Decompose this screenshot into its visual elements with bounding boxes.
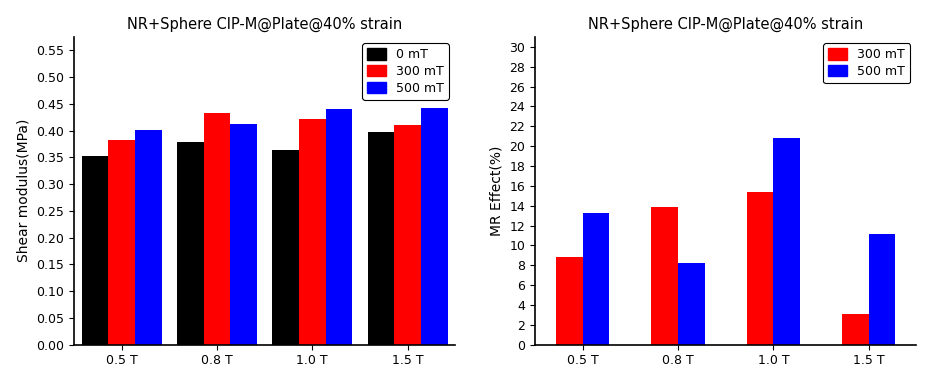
Bar — [556, 257, 583, 344]
Bar — [583, 213, 609, 344]
Bar — [869, 235, 896, 344]
Y-axis label: Shear modulus(MPa): Shear modulus(MPa) — [17, 119, 31, 263]
Bar — [746, 192, 773, 344]
Bar — [395, 125, 421, 344]
Legend: 0 mT, 300 mT, 500 mT: 0 mT, 300 mT, 500 mT — [362, 43, 449, 100]
Bar — [177, 142, 203, 344]
Bar — [773, 138, 801, 344]
Bar — [326, 109, 353, 344]
Bar — [272, 150, 299, 344]
Title: NR+Sphere CIP-M@Plate@40% strain: NR+Sphere CIP-M@Plate@40% strain — [588, 17, 863, 32]
Bar — [81, 156, 108, 344]
Bar — [421, 108, 448, 344]
Bar — [651, 207, 678, 344]
Legend: 300 mT, 500 mT: 300 mT, 500 mT — [824, 43, 910, 83]
Bar — [299, 119, 326, 344]
Bar — [230, 124, 257, 344]
Bar — [842, 314, 869, 344]
Bar — [135, 129, 161, 344]
Bar — [203, 113, 230, 344]
Bar — [108, 140, 135, 344]
Bar — [678, 263, 704, 344]
Y-axis label: MR Effect(%): MR Effect(%) — [490, 146, 504, 236]
Title: NR+Sphere CIP-M@Plate@40% strain: NR+Sphere CIP-M@Plate@40% strain — [127, 17, 402, 32]
Bar — [368, 132, 395, 344]
